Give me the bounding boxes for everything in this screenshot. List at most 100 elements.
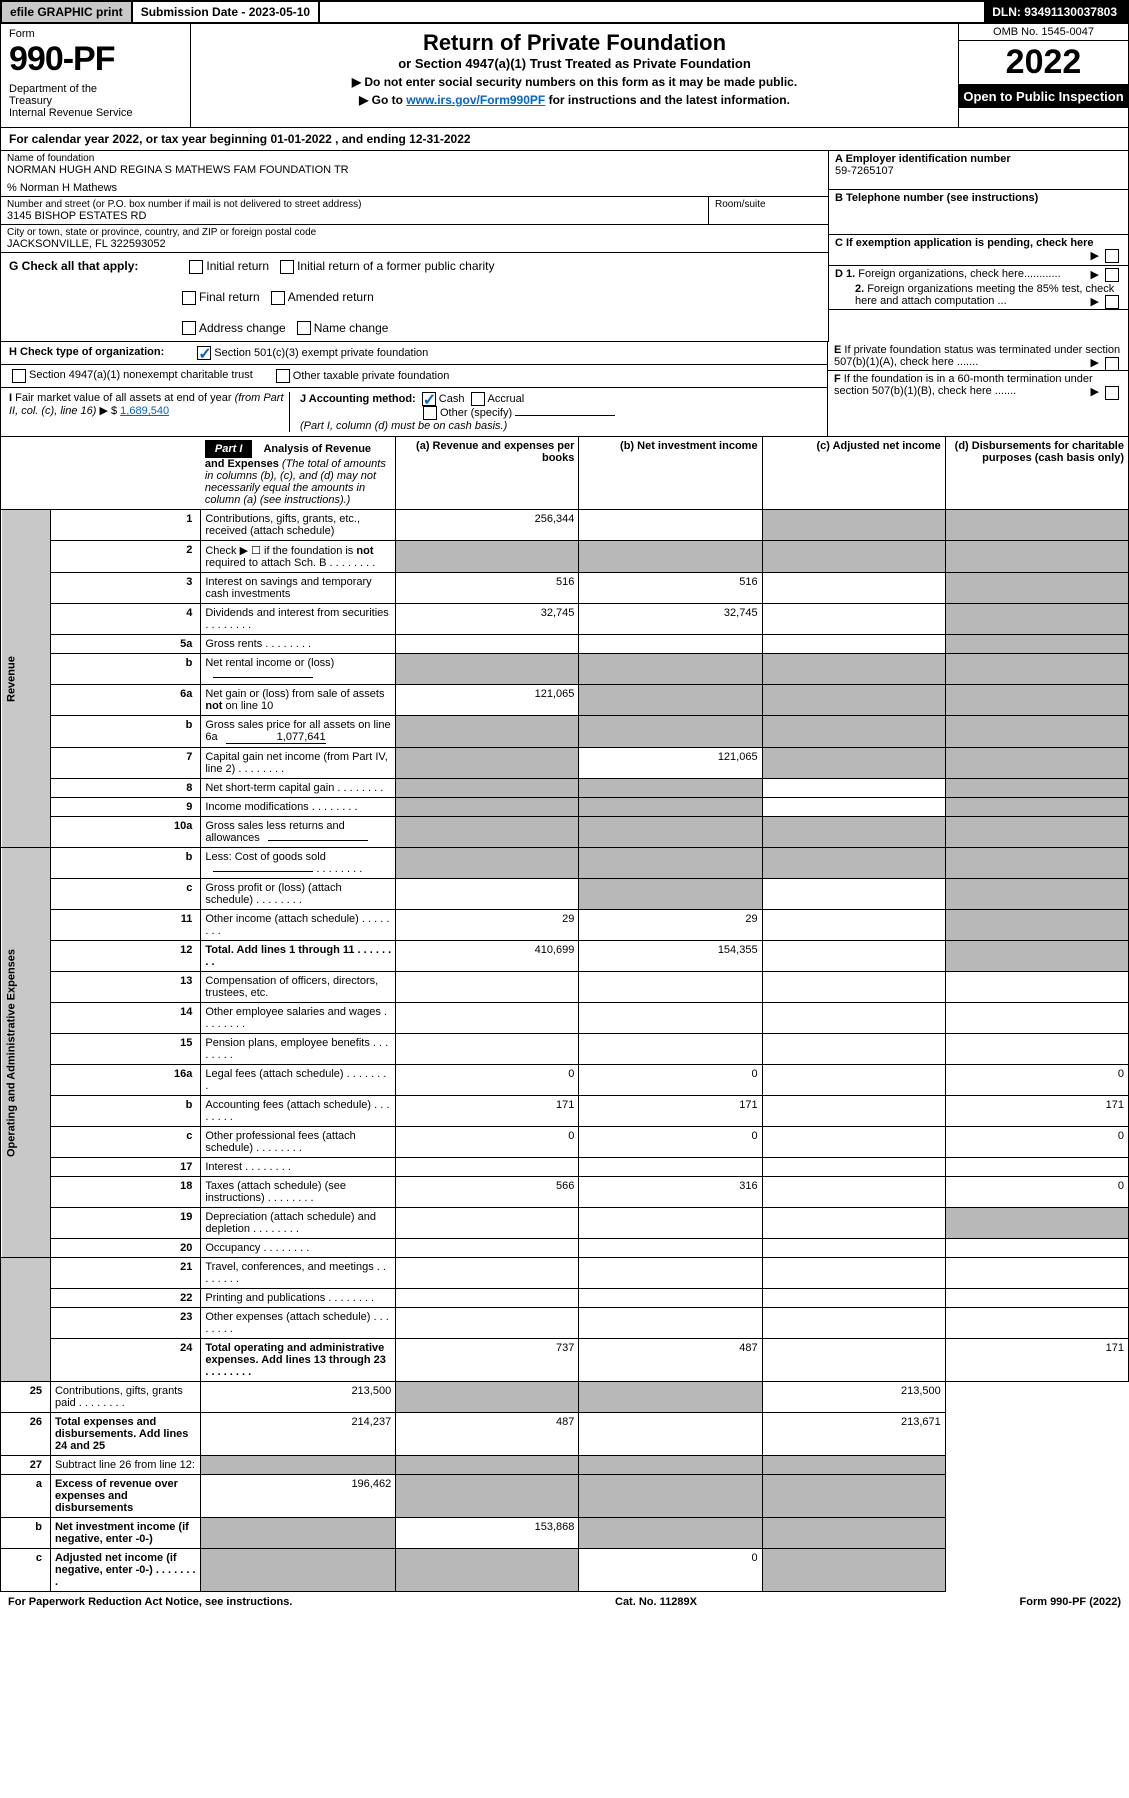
amount-cell <box>396 1549 579 1592</box>
col-c: (c) Adjusted net income <box>762 437 945 510</box>
amount-cell <box>945 779 1128 798</box>
table-row: 24Total operating and administrative exp… <box>1 1339 1129 1382</box>
amount-cell <box>762 510 945 541</box>
header-left: Form 990-PF Department of theTreasuryInt… <box>1 24 191 127</box>
amount-cell <box>945 685 1128 716</box>
amount-cell <box>762 1518 945 1549</box>
chk-initial[interactable] <box>189 260 203 274</box>
table-row: bGross sales price for all assets on lin… <box>1 716 1129 748</box>
row-number: 22 <box>50 1289 200 1308</box>
row-description: Total. Add lines 1 through 11 . . . . . … <box>201 941 396 972</box>
amount-cell: 737 <box>396 1339 579 1382</box>
row-number: 9 <box>50 798 200 817</box>
amount-cell <box>945 1208 1128 1239</box>
chk-4947[interactable] <box>12 369 26 383</box>
amount-cell <box>762 1177 945 1208</box>
chk-other-method[interactable] <box>423 406 437 420</box>
chk-other-tax[interactable] <box>276 369 290 383</box>
row-description: Gross rents . . . . . . . . <box>201 635 396 654</box>
row-description: Occupancy . . . . . . . . <box>201 1239 396 1258</box>
chk-cash[interactable] <box>422 392 436 406</box>
amount-cell <box>762 1549 945 1592</box>
row-number: c <box>50 1127 200 1158</box>
amount-cell <box>945 541 1128 573</box>
amount-cell: 0 <box>579 1549 762 1592</box>
chk-d2[interactable] <box>1105 295 1119 309</box>
f-60month: F If the foundation is in a 60-month ter… <box>828 371 1128 399</box>
instructions-link[interactable]: www.irs.gov/Form990PF <box>406 93 545 107</box>
amount-cell: 153,868 <box>396 1518 579 1549</box>
table-row: 4Dividends and interest from securities … <box>1 604 1129 635</box>
table-row: 16aLegal fees (attach schedule) . . . . … <box>1 1065 1129 1096</box>
chk-name[interactable] <box>297 321 311 335</box>
amount-cell <box>396 972 579 1003</box>
chk-accrual[interactable] <box>471 392 485 406</box>
amount-cell: 566 <box>396 1177 579 1208</box>
telephone: B Telephone number (see instructions) <box>829 190 1128 235</box>
tax-year: 2022 <box>959 41 1128 85</box>
amount-cell <box>579 635 762 654</box>
amount-cell <box>945 848 1128 879</box>
amount-cell <box>945 798 1128 817</box>
amount-cell <box>579 1289 762 1308</box>
chk-amended[interactable] <box>271 291 285 305</box>
row-number: 11 <box>50 910 200 941</box>
amount-cell <box>945 879 1128 910</box>
amount-cell <box>762 541 945 573</box>
table-row: 8Net short-term capital gain . . . . . .… <box>1 779 1129 798</box>
amount-cell: 410,699 <box>396 941 579 972</box>
amount-cell: 316 <box>579 1177 762 1208</box>
amount-cell: 196,462 <box>201 1475 396 1518</box>
row-number: 7 <box>50 748 200 779</box>
row-description: Depreciation (attach schedule) and deple… <box>201 1208 396 1239</box>
table-row: 12Total. Add lines 1 through 11 . . . . … <box>1 941 1129 972</box>
omb-number: OMB No. 1545-0047 <box>959 24 1128 41</box>
row-number: 1 <box>50 510 200 541</box>
chk-c[interactable] <box>1105 249 1119 263</box>
chk-d1[interactable] <box>1105 268 1119 282</box>
amount-cell <box>579 1208 762 1239</box>
fmv-value[interactable]: 1,689,540 <box>120 405 169 417</box>
amount-cell <box>579 1003 762 1034</box>
amount-cell <box>762 1289 945 1308</box>
amount-cell <box>396 1308 579 1339</box>
amount-cell <box>762 654 945 685</box>
amount-cell <box>762 1003 945 1034</box>
chk-initial-former[interactable] <box>280 260 294 274</box>
amount-cell <box>945 1034 1128 1065</box>
row-description: Pension plans, employee benefits . . . .… <box>201 1034 396 1065</box>
e-terminated: E If private foundation status was termi… <box>828 342 1128 371</box>
amount-cell: 516 <box>579 573 762 604</box>
amount-cell <box>579 1308 762 1339</box>
row-description: Gross sales price for all assets on line… <box>201 716 396 748</box>
row-number: b <box>1 1518 51 1549</box>
amount-cell <box>396 1239 579 1258</box>
amount-cell <box>762 1456 945 1475</box>
row-description: Excess of revenue over expenses and disb… <box>50 1475 200 1518</box>
chk-e[interactable] <box>1105 357 1119 371</box>
amount-cell: 29 <box>579 910 762 941</box>
table-row: cAdjusted net income (if negative, enter… <box>1 1549 1129 1592</box>
row-description: Compensation of officers, directors, tru… <box>201 972 396 1003</box>
chk-f[interactable] <box>1105 386 1119 400</box>
table-row: 15Pension plans, employee benefits . . .… <box>1 1034 1129 1065</box>
part1-label: Part I <box>205 440 253 458</box>
amount-cell <box>201 1518 396 1549</box>
table-row: 2Check ▶ ☐ if the foundation is not requ… <box>1 541 1129 573</box>
chk-final[interactable] <box>182 291 196 305</box>
amount-cell <box>579 1456 762 1475</box>
table-row: 13Compensation of officers, directors, t… <box>1 972 1129 1003</box>
row-number: c <box>1 1549 51 1592</box>
table-row: 10aGross sales less returns and allowanc… <box>1 817 1129 848</box>
amount-cell <box>396 748 579 779</box>
amount-cell <box>201 1456 396 1475</box>
dln: DLN: 93491130037803 <box>984 2 1127 22</box>
chk-address[interactable] <box>182 321 196 335</box>
chk-501c3[interactable] <box>197 346 211 360</box>
table-row: 11Other income (attach schedule) . . . .… <box>1 910 1129 941</box>
amount-cell <box>201 1549 396 1592</box>
row-description: Income modifications . . . . . . . . <box>201 798 396 817</box>
table-row: Operating and Administrative ExpensesbLe… <box>1 848 1129 879</box>
expenses-label: Operating and Administrative Expenses <box>1 848 51 1258</box>
amount-cell <box>396 1475 579 1518</box>
